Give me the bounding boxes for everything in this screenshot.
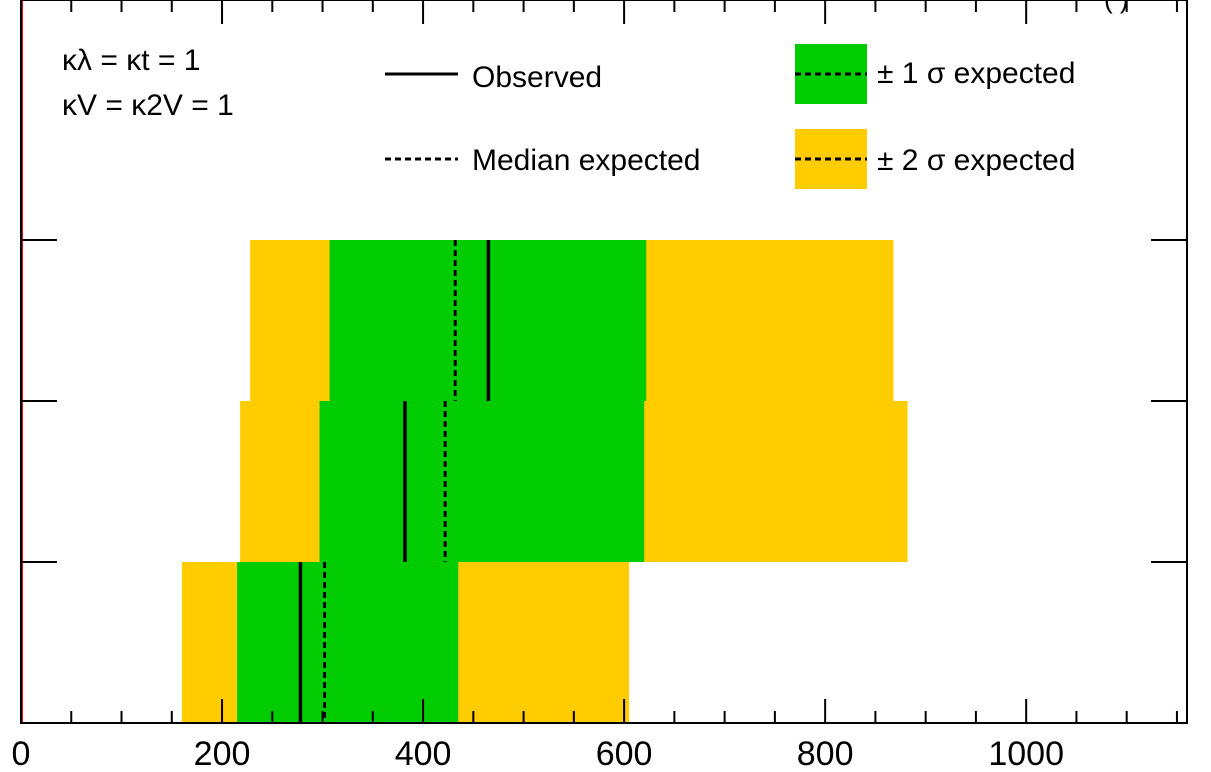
x-tick-label: 800	[797, 735, 854, 772]
axis-tick-labels: 0 200 400 600 800 1000	[12, 735, 1064, 772]
band-1sigma-row-0	[237, 562, 459, 723]
x-tick-label: 200	[194, 735, 251, 772]
legend-median-label: Median expected	[472, 144, 701, 177]
legend-1sigma-label: ± 1 σ expected	[877, 57, 1075, 90]
bands-layer	[181, 240, 908, 723]
annotation-line-1: κλ = κt = 1	[62, 44, 200, 77]
annotation-line-2: κV = κ2V = 1	[62, 89, 234, 122]
band-1sigma-row-1	[319, 401, 645, 562]
axis-ticks	[20, 0, 1187, 723]
x-tick-label: 400	[395, 735, 452, 772]
kappa-annotation: κλ = κt = 1 κV = κ2V = 1	[62, 44, 234, 122]
cut-off-corner-text: ( )	[1104, 0, 1129, 14]
legend-2sigma-label: ± 2 σ expected	[877, 144, 1075, 177]
legend-observed-label: Observed	[472, 61, 602, 94]
x-tick-label: 600	[596, 735, 653, 772]
plot-frame	[20, 0, 1188, 724]
legend: Observed Median expected ± 1 σ expected …	[385, 44, 1075, 189]
x-tick-label: 1000	[988, 735, 1064, 772]
x-tick-label: 0	[12, 735, 31, 772]
